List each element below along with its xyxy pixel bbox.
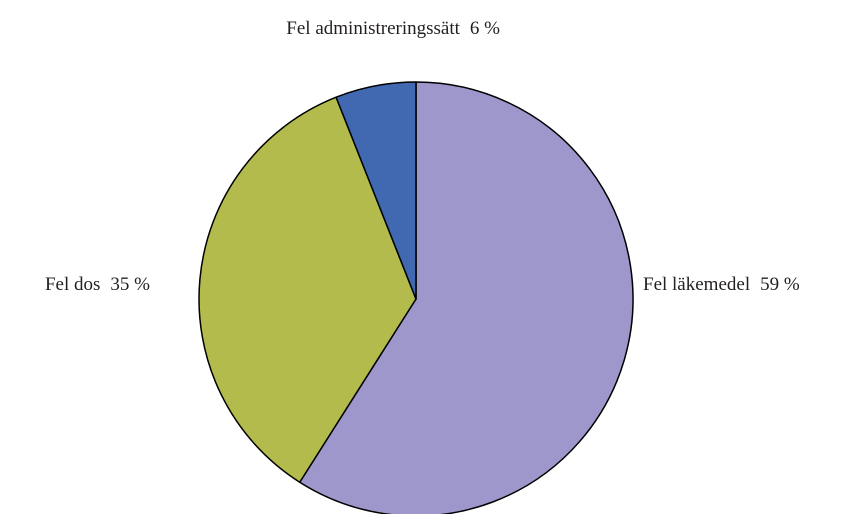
slice-label: Fel dos 35 % [45, 274, 150, 295]
slice-label: Fel läkemedel 59 % [643, 274, 800, 295]
value-label: 6 % [470, 18, 500, 39]
value-label: 59 % [760, 274, 800, 295]
slice-label: Fel administreringssätt 6 % [286, 18, 500, 39]
pie-slice [198, 96, 417, 483]
pie-slice [298, 81, 634, 514]
category-label: Fel administreringssätt [286, 18, 460, 39]
pie-slice [335, 81, 417, 300]
value-label: 35 % [110, 274, 150, 295]
category-label: Fel dos [45, 274, 100, 295]
category-label: Fel läkemedel [643, 274, 750, 295]
